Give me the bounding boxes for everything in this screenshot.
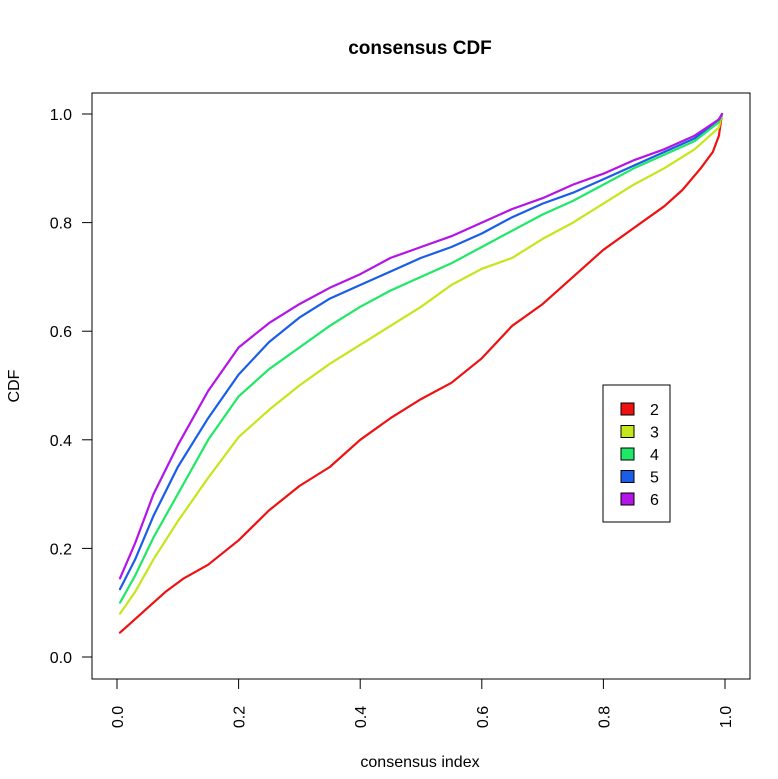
series-line-6 (118, 112, 724, 580)
y-tick-label: 0.8 (50, 216, 72, 233)
series-layer (118, 112, 724, 634)
series-line-2 (118, 112, 724, 634)
y-axis-title: CDF (6, 369, 23, 402)
y-tick-label: 1.0 (50, 107, 72, 124)
legend-label-6: 6 (650, 492, 659, 509)
legend: 2 3 4 5 6 (602, 384, 671, 523)
legend-label-5: 5 (650, 470, 659, 487)
x-axis: 0.0 0.2 0.4 0.6 0.8 1.0 (110, 678, 735, 728)
legend-swatch-6 (620, 492, 635, 506)
chart-title: consensus CDF (348, 38, 492, 59)
legend-swatch-3 (620, 425, 635, 438)
y-tick-label: 0.0 (50, 650, 72, 667)
legend-label-4: 4 (650, 447, 659, 464)
x-tick-label: 0.0 (110, 706, 127, 728)
series-line-4 (118, 112, 724, 604)
series-line-3 (118, 112, 724, 615)
x-axis-title: consensus index (360, 754, 479, 771)
x-tick-label: 0.2 (232, 706, 249, 728)
legend-label-2: 2 (650, 402, 659, 419)
x-tick-label: 0.6 (475, 706, 492, 728)
series-line-5 (118, 112, 724, 591)
legend-swatch-5 (620, 470, 635, 483)
legend-swatch-4 (620, 447, 635, 461)
x-tick-label: 0.8 (596, 706, 613, 728)
y-axis: 0.0 0.2 0.4 0.6 0.8 1.0 (50, 107, 93, 667)
legend-box (602, 384, 671, 523)
legend-swatch-2 (620, 402, 635, 416)
y-tick-label: 0.6 (50, 324, 72, 341)
legend-label-3: 3 (650, 425, 659, 442)
y-tick-label: 0.4 (50, 433, 72, 450)
x-tick-label: 0.4 (353, 706, 370, 728)
y-tick-label: 0.2 (50, 541, 72, 558)
x-tick-label: 1.0 (718, 706, 735, 728)
